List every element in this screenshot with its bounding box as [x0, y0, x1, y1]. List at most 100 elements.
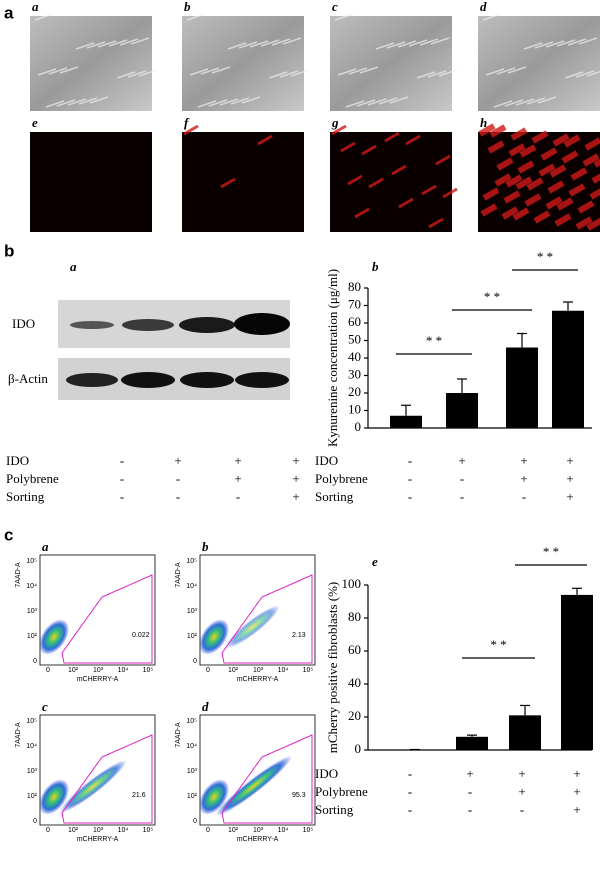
cell-outline	[37, 68, 57, 76]
condition-label: Polybrene	[315, 471, 368, 486]
condition-label: Sorting	[315, 489, 354, 504]
y-tick-label: 10⁴	[186, 743, 197, 750]
y-tick-label: 10	[348, 401, 361, 416]
y-tick-label: 50	[348, 331, 361, 346]
significance-label: * *	[426, 333, 442, 348]
cell-signal	[510, 127, 528, 141]
condition-mark: +	[458, 453, 465, 468]
y-axis-label: Kynurenine concentration (μg/ml)	[325, 269, 340, 447]
y-tick-label: 70	[348, 296, 361, 311]
condition-mark: -	[522, 489, 526, 504]
cell-outline	[34, 13, 54, 21]
cell-outline	[526, 97, 546, 105]
cell-outline	[334, 13, 354, 21]
axis-label: mCHERRY-A	[237, 676, 279, 683]
x-tick-label: 10²	[228, 827, 239, 834]
cell-signal	[331, 124, 347, 136]
cell-signal	[257, 134, 273, 146]
cell-outline	[397, 40, 417, 48]
cell-outline	[67, 98, 87, 106]
cell-signal	[549, 164, 567, 178]
cell-outline	[56, 99, 76, 107]
plot-frame	[199, 714, 316, 826]
cell-outline	[378, 97, 398, 105]
x-tick-label: 0	[46, 667, 50, 674]
cell-signal	[589, 188, 600, 200]
cell-outline	[515, 98, 535, 106]
cell-signal	[552, 133, 570, 147]
cell-outline	[389, 96, 409, 104]
condition-mark: -	[468, 802, 472, 817]
condition-mark: -	[460, 471, 464, 486]
x-tick-label: 10⁵	[303, 667, 314, 674]
plot-label: d	[202, 699, 209, 714]
y-tick-label: 0	[355, 741, 362, 756]
cell-signal	[489, 124, 507, 138]
plot-label: c	[42, 699, 48, 714]
cell-outline	[564, 71, 584, 79]
band	[122, 319, 174, 331]
cell-signal	[533, 210, 551, 224]
cell-outline	[186, 13, 206, 21]
y-axis-label: mCherry positive fibroblasts (%)	[325, 582, 340, 754]
cell-outline	[86, 41, 106, 49]
condition-mark: +	[520, 453, 527, 468]
cell-signal	[517, 160, 535, 174]
cell-outline	[575, 70, 595, 78]
y-tick-label: 10³	[27, 608, 38, 615]
event-cloud	[198, 779, 230, 815]
bar	[509, 715, 541, 750]
cell-signal	[368, 177, 384, 189]
cell-signal	[568, 183, 586, 197]
micrograph	[182, 16, 304, 111]
condition-label: IDO	[315, 453, 338, 468]
cell-signal	[508, 143, 526, 157]
sub-label: b	[372, 259, 379, 274]
y-tick-label: 0	[193, 658, 197, 665]
cell-signal	[584, 137, 600, 151]
condition-mark: +	[573, 784, 580, 799]
cell-signal	[561, 150, 579, 164]
cell-outline	[419, 38, 439, 46]
y-tick-label: 80	[348, 609, 361, 624]
cell-outline	[485, 68, 505, 76]
y-tick-label: 20	[348, 708, 361, 723]
condition-mark: +	[466, 766, 473, 781]
cell-signal	[482, 187, 500, 201]
cell-outline	[219, 98, 239, 106]
cell-signal	[582, 153, 600, 167]
axis-label: 7AAD-A	[175, 562, 182, 588]
y-tick-label: 10²	[187, 793, 198, 800]
band	[234, 313, 290, 335]
tile-label: c	[332, 0, 338, 14]
cell-signal	[575, 216, 593, 230]
cell-outline	[200, 67, 220, 75]
cell-outline	[523, 42, 543, 50]
cell-signal	[487, 140, 505, 154]
cell-signal	[563, 134, 581, 148]
cell-signal	[503, 190, 521, 204]
band	[121, 372, 175, 388]
plot-label: b	[202, 539, 209, 554]
cell-signal	[480, 203, 498, 217]
cell-outline	[189, 68, 209, 76]
band	[179, 317, 235, 333]
cell-outline	[45, 100, 65, 108]
condition-mark: -	[120, 471, 124, 486]
event-cloud	[38, 619, 70, 655]
cell-outline	[97, 40, 117, 48]
condition-mark: -	[460, 489, 464, 504]
cell-outline	[567, 38, 587, 46]
y-tick-label: 60	[348, 314, 361, 329]
condition-mark: -	[468, 784, 472, 799]
cell-signal	[183, 124, 199, 136]
condition-mark: +	[566, 489, 573, 504]
event-cloud	[215, 755, 292, 816]
cell-signal	[547, 180, 565, 194]
cell-signal	[591, 173, 600, 184]
y-tick-label: 10⁴	[26, 743, 37, 750]
condition-mark: -	[120, 453, 124, 468]
panel-label: a	[4, 3, 14, 22]
condition-label: Sorting	[315, 802, 354, 817]
condition-mark: +	[573, 766, 580, 781]
